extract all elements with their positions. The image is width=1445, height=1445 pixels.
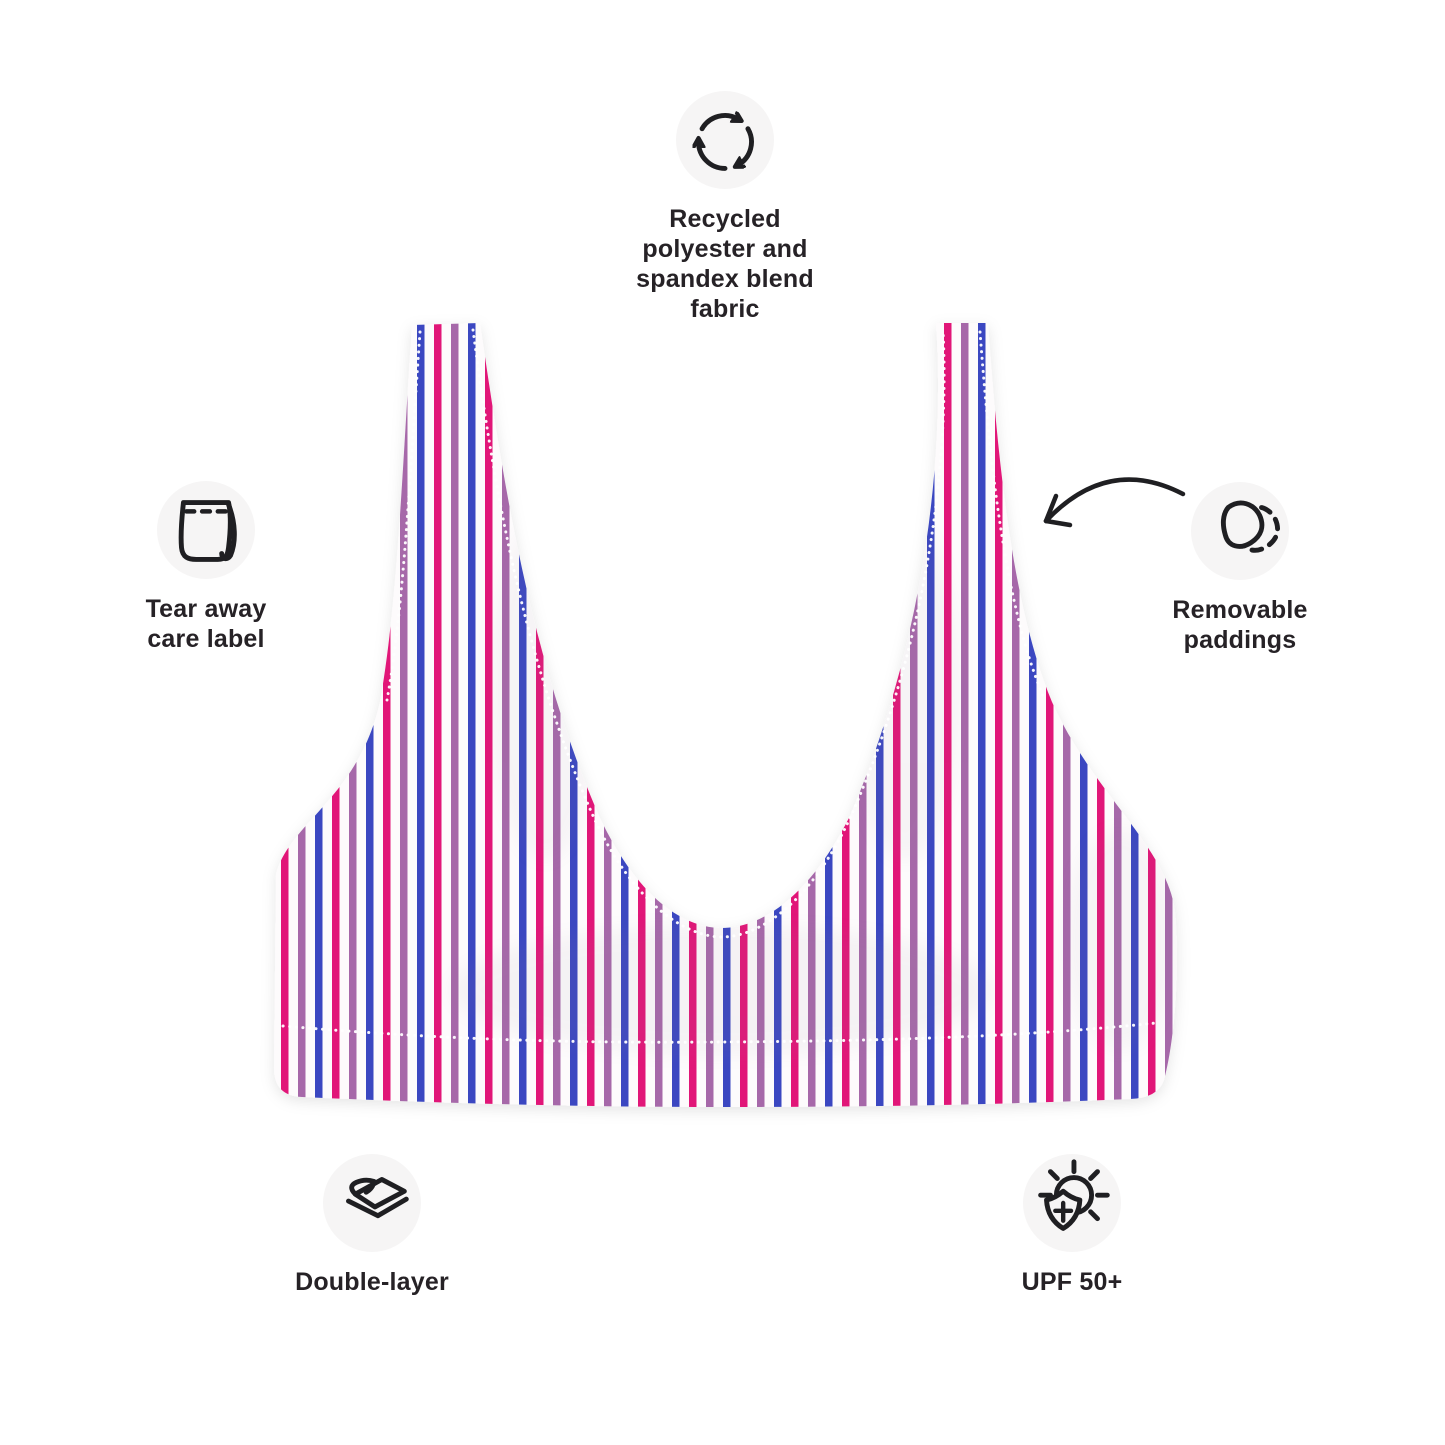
feature-care-label-label: Tear away care label xyxy=(145,595,267,653)
recycle-icon xyxy=(676,91,774,189)
feature-removable-paddings: Removable paddings xyxy=(1090,482,1390,655)
double-layer-icon xyxy=(323,1154,421,1252)
feature-double-layer: Double-layer xyxy=(222,1154,522,1297)
feature-removable-paddings-label: Removable paddings xyxy=(1172,596,1308,654)
curved-arrow-icon xyxy=(1043,477,1186,528)
feature-care-label: Tear away care label xyxy=(76,481,336,654)
care-label-icon xyxy=(157,481,255,579)
feature-fabric: Recycled polyester and spandex blend fab… xyxy=(559,91,891,324)
feature-upf: UPF 50+ xyxy=(922,1154,1222,1297)
stitching xyxy=(281,328,1158,1044)
upf-sun-shield-icon xyxy=(1023,1154,1121,1252)
bikini-top-shape xyxy=(274,323,1177,1107)
feature-fabric-label: Recycled polyester and spandex blend fab… xyxy=(636,205,814,323)
removable-padding-icon xyxy=(1191,482,1289,580)
feature-upf-label: UPF 50+ xyxy=(1021,1268,1123,1296)
feature-double-layer-label: Double-layer xyxy=(295,1268,449,1296)
